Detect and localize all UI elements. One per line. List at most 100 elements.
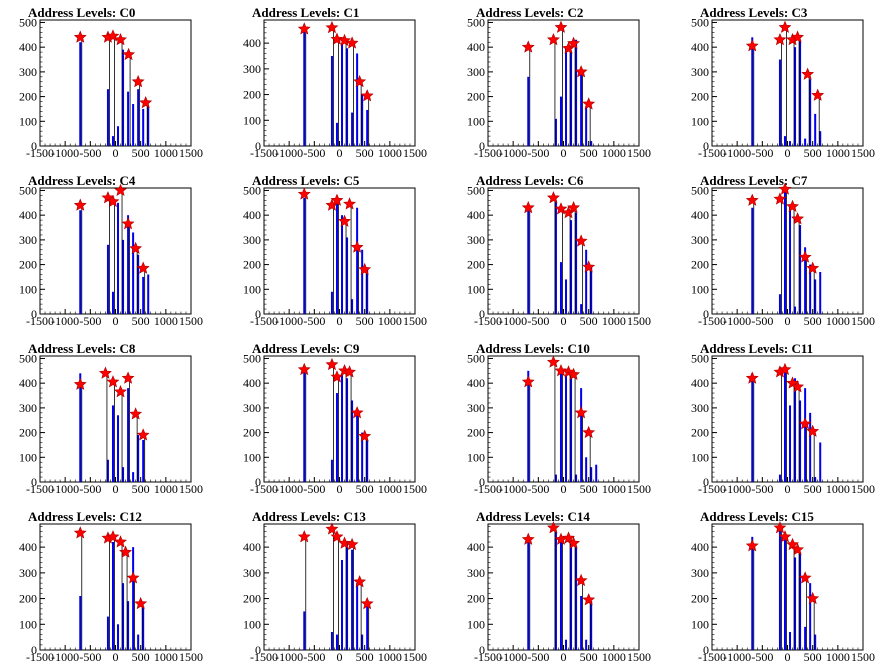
x-tick-label: -1000 bbox=[499, 146, 527, 160]
histogram-bar bbox=[554, 474, 557, 482]
y-tick-label: 500 bbox=[243, 351, 261, 365]
chart-panel-11: Address Levels: C11 0 100 200 300 400 500 -1500… bbox=[691, 341, 875, 496]
y-tick-label: 0 bbox=[255, 307, 261, 321]
x-tick-label: 1500 bbox=[627, 146, 651, 160]
chart-panel-15: Address Levels: C15 0 100 200 300 400 -1500-10… bbox=[691, 509, 875, 664]
x-tick-label: 0 bbox=[113, 650, 119, 664]
x-tick-label: 1000 bbox=[602, 314, 626, 328]
histogram-bar bbox=[132, 472, 135, 482]
chart-title: Address Levels: C6 bbox=[476, 173, 584, 188]
histogram-bar bbox=[351, 400, 354, 482]
y-tick-label: 500 bbox=[243, 183, 261, 197]
histogram-bar bbox=[570, 220, 573, 314]
x-tick-label: -500 bbox=[527, 650, 549, 664]
histogram-bar bbox=[79, 210, 82, 314]
peak-marker bbox=[773, 521, 787, 534]
y-tick-label: 400 bbox=[19, 540, 37, 554]
x-tick-label: 0 bbox=[785, 650, 791, 664]
x-tick-label: 500 bbox=[804, 314, 822, 328]
peak-marker bbox=[582, 593, 596, 606]
y-tick-label: 100 bbox=[467, 282, 485, 296]
peak-marker bbox=[360, 89, 374, 102]
histogram-bar bbox=[356, 412, 359, 482]
x-tick-label: 0 bbox=[561, 314, 567, 328]
chart-panel-3: Address Levels: C30100200300400500-1500-… bbox=[691, 5, 875, 160]
y-tick-label: 300 bbox=[243, 401, 261, 415]
peak-marker bbox=[73, 30, 87, 43]
peak-marker bbox=[546, 32, 560, 46]
chart-panel-14: Address Levels: C14 0 100 200 300 400 -1500-10… bbox=[467, 509, 651, 664]
plot-frame bbox=[487, 19, 640, 147]
x-tick-label: 500 bbox=[804, 146, 822, 160]
histogram-bar bbox=[819, 442, 822, 482]
histogram-bar bbox=[335, 122, 338, 146]
x-tick-label: 0 bbox=[785, 146, 791, 160]
y-tick-label: 100 bbox=[691, 617, 709, 631]
histogram-bar bbox=[137, 435, 140, 482]
peak-marker bbox=[121, 371, 135, 384]
plot-frame bbox=[711, 19, 864, 147]
y-tick-label: 400 bbox=[467, 40, 485, 54]
histogram-bar bbox=[751, 536, 754, 650]
y-tick-label: 200 bbox=[467, 258, 485, 272]
y-tick-label: 200 bbox=[243, 592, 261, 606]
histogram-bar bbox=[794, 378, 797, 482]
histogram-bar bbox=[303, 30, 306, 147]
histogram-bar bbox=[789, 205, 792, 314]
histogram-bar bbox=[335, 393, 338, 482]
histogram-bar bbox=[570, 373, 573, 482]
y-tick-label: 100 bbox=[243, 450, 261, 464]
histogram-bar bbox=[565, 375, 568, 482]
plot-frame bbox=[39, 187, 192, 315]
histogram-bar bbox=[559, 96, 562, 146]
x-tick-label: 1000 bbox=[826, 482, 850, 496]
y-tick-label: 100 bbox=[243, 113, 261, 127]
histogram-bar bbox=[137, 89, 140, 146]
histogram-bar bbox=[804, 247, 807, 314]
x-tick-label: 0 bbox=[113, 314, 119, 328]
peak-marker bbox=[778, 20, 792, 33]
x-tick-label: -500 bbox=[751, 482, 773, 496]
y-tick-label: 200 bbox=[467, 592, 485, 606]
peak-marker bbox=[297, 187, 311, 200]
x-tick-label: 1500 bbox=[627, 650, 651, 664]
histogram-bar bbox=[819, 131, 822, 146]
histogram-bar bbox=[366, 269, 369, 314]
x-tick-label: -1500 bbox=[250, 482, 278, 496]
y-tick-label: 500 bbox=[691, 183, 709, 197]
peak-marker bbox=[134, 596, 148, 610]
peak-marker bbox=[791, 542, 805, 556]
x-tick-label: -1500 bbox=[698, 314, 726, 328]
chart-title: Address Levels: C8 bbox=[28, 341, 136, 356]
peak-marker bbox=[582, 97, 596, 110]
chart-title: Address Levels: C0 bbox=[28, 5, 135, 20]
chart-title: Address Levels: C10 bbox=[476, 341, 590, 356]
peak-marker bbox=[806, 424, 820, 437]
histogram-bar bbox=[799, 400, 802, 482]
y-tick-label: 100 bbox=[19, 114, 37, 128]
histogram-bar bbox=[804, 388, 807, 482]
histogram-bar bbox=[330, 459, 333, 482]
histogram-bar bbox=[356, 207, 359, 314]
peak-marker bbox=[350, 240, 364, 253]
histogram-bar bbox=[527, 76, 530, 146]
x-tick-label: 0 bbox=[561, 146, 567, 160]
chart-title: Address Levels: C12 bbox=[28, 509, 142, 524]
peak-marker bbox=[786, 199, 799, 213]
chart-panel-6: Address Levels: C60100200300400500-1500-… bbox=[467, 173, 651, 328]
x-tick-label: 1500 bbox=[851, 650, 875, 664]
chart-title: Address Levels: C1 bbox=[252, 5, 359, 20]
histogram-bar bbox=[794, 47, 797, 147]
chart-title: Address Levels: C2 bbox=[476, 5, 583, 20]
y-tick-label: 0 bbox=[31, 475, 37, 489]
histogram-bar bbox=[809, 583, 812, 650]
peak-marker bbox=[574, 234, 588, 247]
y-tick-label: 200 bbox=[19, 592, 37, 606]
histogram-bar bbox=[590, 601, 593, 650]
y-tick-label: 500 bbox=[467, 15, 485, 29]
histogram-bar bbox=[142, 276, 145, 314]
peak-marker bbox=[106, 375, 120, 388]
x-tick-label: -500 bbox=[79, 146, 101, 160]
histogram-bar bbox=[111, 136, 114, 146]
